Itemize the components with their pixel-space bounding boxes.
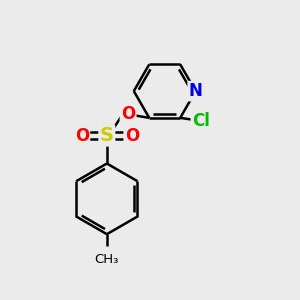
Text: Cl: Cl bbox=[192, 112, 210, 130]
Text: O: O bbox=[121, 105, 135, 123]
Text: CH₃: CH₃ bbox=[95, 253, 119, 266]
Text: O: O bbox=[75, 127, 89, 145]
Text: S: S bbox=[100, 126, 114, 145]
Text: O: O bbox=[125, 127, 139, 145]
Text: N: N bbox=[189, 82, 202, 100]
